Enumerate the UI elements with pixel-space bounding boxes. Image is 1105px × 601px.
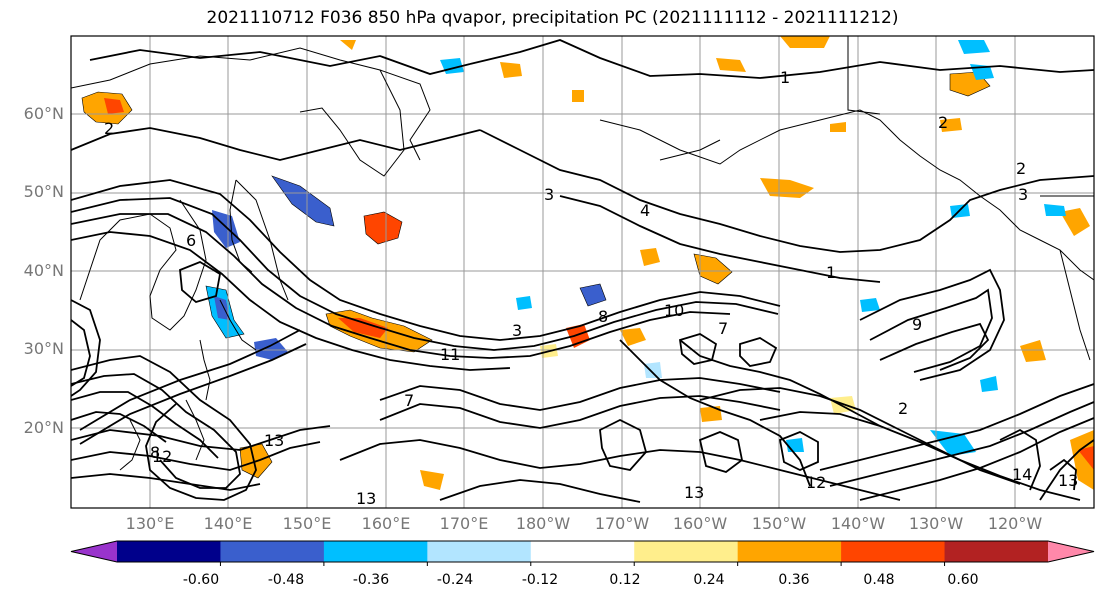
graticule xyxy=(71,36,1094,508)
contour-label-16: 8 xyxy=(598,307,608,326)
colorbar-tick-label: 0.12 xyxy=(609,572,641,588)
colorbar-swatch xyxy=(1048,541,1094,562)
lon-label-170w: 170°W xyxy=(594,514,650,533)
colorbar-tick-label: 0.60 xyxy=(947,572,979,588)
colorbar-swatch xyxy=(944,541,1049,562)
contour-label-24: 7 xyxy=(404,391,414,410)
map-title: 2021110712 F036 850 hPa qvapor, precipit… xyxy=(206,8,899,28)
contour-label-21: 13 xyxy=(356,489,376,508)
qvapor-contours xyxy=(71,39,1094,503)
contour-label-6: 3 xyxy=(512,321,522,340)
contour-label-15: 9 xyxy=(912,315,922,334)
colorbar-tick-label: -0.12 xyxy=(521,572,559,588)
contour-label-20: 13 xyxy=(1058,471,1078,490)
contour-label-7: 2 xyxy=(1016,159,1026,178)
colorbar-tick-label: 0.36 xyxy=(778,572,810,588)
contour-label-2: 2 xyxy=(104,119,114,138)
map-plot-area xyxy=(71,36,1094,508)
contour-label-9: 3 xyxy=(1018,185,1028,204)
colorbar-outline xyxy=(70,540,1095,563)
lat-label-20n: 20°N xyxy=(23,418,64,437)
colorbar-tick-label: 0.48 xyxy=(863,572,895,588)
colorbar-swatch xyxy=(530,541,635,562)
lat-label-50n: 50°N xyxy=(23,182,64,201)
contour-label-3: 3 xyxy=(544,185,554,204)
colorbar-swatch xyxy=(427,541,532,562)
colorbar-swatch xyxy=(71,541,117,562)
lon-label-140e: 140°E xyxy=(203,514,253,533)
lon-label-130e: 130°E xyxy=(125,514,175,533)
colorbar xyxy=(70,540,1095,566)
colorbar-tick-label: -0.36 xyxy=(352,572,390,588)
contour-label-19: 14 xyxy=(1012,465,1032,484)
lon-label-160e: 160°E xyxy=(361,514,411,533)
colorbar-swatch xyxy=(323,541,428,562)
lat-label-30n: 30°N xyxy=(23,339,64,358)
contour-label-13: 12 xyxy=(806,473,826,492)
contour-label-5: 1 xyxy=(826,263,836,282)
map-frame xyxy=(70,35,1095,509)
lon-label-180w: 180°W xyxy=(515,514,571,533)
colorbar-swatch xyxy=(117,541,221,562)
colorbar-tick-label: 0.24 xyxy=(693,572,725,588)
precipitation-shading xyxy=(81,36,1094,490)
contour-label-14: 13 xyxy=(684,483,704,502)
colorbar-tick-label: -0.48 xyxy=(267,572,305,588)
contour-label-23: 6 xyxy=(186,231,196,250)
contour-label-8: 2 xyxy=(938,113,948,132)
contour-label-18: 12 xyxy=(152,447,172,466)
contour-label-22: 2 xyxy=(898,399,908,418)
lat-label-60n: 60°N xyxy=(23,104,64,123)
lon-label-120w: 120°W xyxy=(987,514,1043,533)
contour-label-12: 7 xyxy=(718,319,728,338)
lon-label-150w: 150°W xyxy=(751,514,807,533)
colorbar-tick-label: -0.60 xyxy=(182,572,220,588)
lon-label-160w: 160°W xyxy=(672,514,728,533)
contour-label-17: 13 xyxy=(264,431,284,450)
colorbar-swatch xyxy=(634,541,739,562)
contour-label-10: 10 xyxy=(664,301,684,320)
contour-labels: 1 2 3 4 1 3 2 2 3 10 11 7 12 13 9 8 13 1… xyxy=(104,68,1078,508)
colorbar-tick-label: -0.24 xyxy=(436,572,474,588)
lon-label-150e: 150°E xyxy=(282,514,332,533)
lon-label-130w: 130°W xyxy=(908,514,964,533)
colorbar-swatch xyxy=(737,541,842,562)
contour-label-25: 8 xyxy=(150,443,160,462)
contour-label-1: 1 xyxy=(780,68,790,87)
colorbar-swatch xyxy=(220,541,325,562)
lat-label-40n: 40°N xyxy=(23,261,64,280)
contour-label-4: 4 xyxy=(640,201,650,220)
lon-label-170e: 170°E xyxy=(439,514,489,533)
colorbar-swatch xyxy=(841,541,946,562)
contour-label-11: 11 xyxy=(440,345,460,364)
lon-label-140w: 140°W xyxy=(830,514,886,533)
